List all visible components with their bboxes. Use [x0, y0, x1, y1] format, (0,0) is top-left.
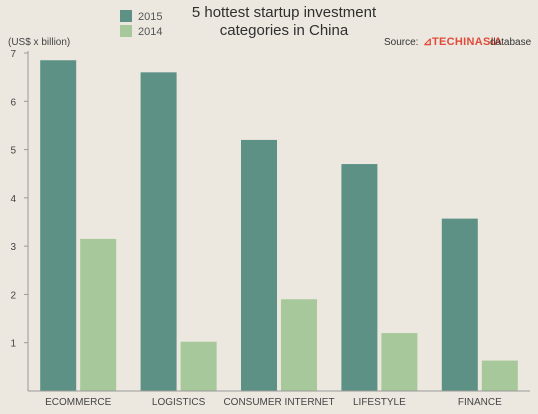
bar-2015-logistics	[140, 72, 177, 392]
y-tick-label: 7	[10, 49, 16, 60]
bar-2015-lifestyle	[341, 164, 378, 391]
chart-title-line-1: 5 hottest startup investment	[192, 4, 377, 21]
source-note: Source: ⊿ TECHINASIA database	[384, 36, 532, 48]
bar-2015-ecommerce	[40, 60, 77, 391]
chart-title: 5 hottest startup investment categories …	[192, 4, 377, 39]
bar-2014-lifestyle	[381, 333, 418, 391]
legend-label-2015: 2015	[138, 11, 162, 23]
bar-2014-consumer-internet	[281, 299, 317, 391]
bar-2014-ecommerce	[80, 238, 117, 391]
legend-swatch-2014	[120, 25, 132, 37]
y-tick-label: 4	[10, 194, 16, 205]
source-prefix: Source:	[384, 37, 418, 48]
y-tick-label: 3	[10, 242, 16, 253]
x-tick-label: LOGISTICS	[152, 397, 206, 408]
unit-label: (US$ x billion)	[8, 37, 70, 48]
x-tick-label: FINANCE	[458, 397, 502, 408]
legend: 2015 2014	[120, 10, 162, 38]
tia-logo-icon: ⊿	[423, 36, 432, 48]
chart-title-line-2: categories in China	[220, 22, 349, 39]
bar-2014-logistics	[180, 341, 217, 391]
bar-2015-consumer-internet	[241, 139, 277, 391]
y-tick-label: 6	[10, 97, 16, 108]
y-axis: 1 2 3 4 5 6 7	[10, 49, 29, 391]
y-tick-label: 2	[10, 290, 16, 301]
x-axis: ECOMMERCE LOGISTICS CONSUMER INTERNET LIFES…	[28, 390, 530, 408]
source-suffix: database	[490, 37, 532, 48]
y-tick-label: 5	[10, 146, 16, 157]
bar-2015-finance	[441, 218, 478, 391]
legend-label-2014: 2014	[138, 26, 162, 38]
x-tick-label: CONSUMER INTERNET	[223, 397, 334, 408]
source-brand: TECHINASIA	[432, 36, 502, 48]
y-tick-label: 1	[10, 339, 16, 350]
bar-2014-finance	[481, 360, 518, 391]
x-tick-label: LIFESTYLE	[353, 397, 406, 408]
bars	[40, 60, 518, 392]
legend-swatch-2015	[120, 10, 132, 22]
x-tick-label: ECOMMERCE	[45, 397, 111, 408]
